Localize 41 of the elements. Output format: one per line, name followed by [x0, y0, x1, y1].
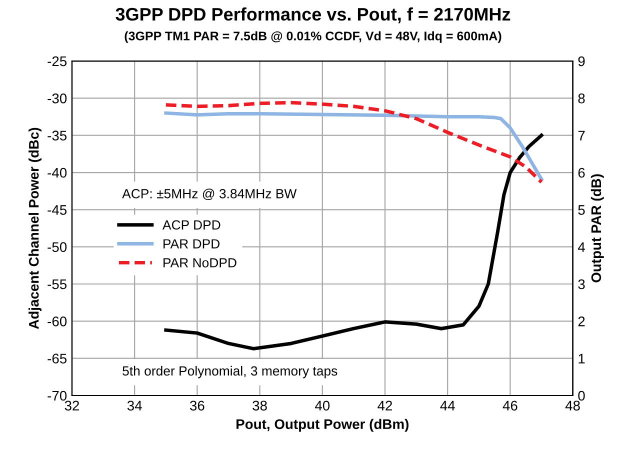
x-tick-label: 46	[502, 400, 518, 411]
y-tick-label: -55	[48, 279, 67, 290]
y2-tick-label: 0	[578, 390, 585, 401]
x-tick-label: 40	[314, 400, 330, 411]
y2-tick-label: 6	[578, 168, 585, 178]
y-tick-label: -50	[48, 242, 67, 252]
annotation: 5th order Polynomial, 3 memory taps	[122, 366, 338, 378]
x-tick-label: 42	[378, 400, 392, 410]
x-tick-label: 38	[252, 400, 267, 411]
legend-label: ACP DPD	[162, 220, 220, 230]
x-tick-label: 32	[64, 400, 80, 411]
y-tick-label: -45	[48, 205, 67, 215]
x-tick-label: 34	[127, 400, 142, 411]
line-series	[164, 100, 544, 184]
x-axis-title: Pout, Output Power (dBm)	[236, 418, 408, 432]
y2-tick-label: 2	[578, 316, 585, 326]
y2-tick-label: 7	[578, 130, 585, 140]
y2-tick-label: 1	[578, 354, 585, 364]
y2-tick-label: 4	[578, 242, 585, 252]
y-axis-title: Adjacent Channel Power (dBc)	[28, 128, 42, 330]
x-tick-label: 36	[190, 400, 204, 411]
y-tick-label: -70	[48, 390, 67, 401]
legend-label: PAR NoDPD	[164, 258, 236, 268]
chart-subtitle: (3GPP TM1 PAR = 7.5dB @ 0.01% CCDF, Vd = 48V, Idq = 600mA)	[124, 31, 502, 43]
y-tick-label: -60	[48, 316, 67, 326]
legend-label: PAR DPD	[164, 239, 220, 248]
y-tick-label: -30	[48, 94, 67, 104]
y-tick-label: -40	[48, 168, 67, 178]
y2-axis-title: Output PAR (dB)	[590, 174, 604, 282]
y-tick-label: -25	[48, 56, 67, 66]
y2-tick-label: 8	[578, 94, 585, 104]
y2-tick-label: 9	[578, 56, 585, 66]
y-tick-label: -35	[48, 130, 67, 141]
annotation: ACP: ±5MHz @ 3.84MHz BW	[122, 188, 297, 200]
x-tick-label: 44	[440, 400, 455, 410]
y-tick-label: -65	[48, 354, 67, 364]
line-series	[164, 111, 544, 181]
y2-tick-label: 3	[578, 279, 585, 290]
y2-tick-label: 5	[578, 205, 585, 215]
chart-title: 3GPP DPD Performance vs. Pout, f = 2170MHz	[116, 7, 510, 24]
x-tick-label: 48	[565, 400, 580, 411]
